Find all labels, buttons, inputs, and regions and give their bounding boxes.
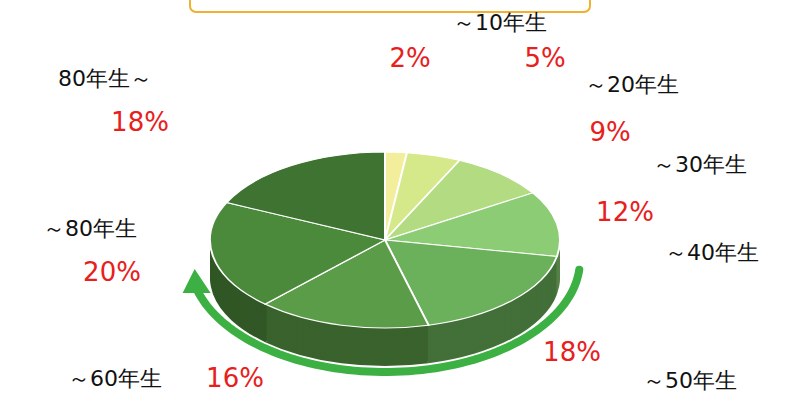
category-label: ～30年生 bbox=[653, 152, 747, 177]
value-label: 16% bbox=[206, 363, 264, 393]
value-label: 20% bbox=[83, 257, 141, 287]
arrow-head bbox=[183, 269, 211, 293]
category-label: 80年生～ bbox=[58, 66, 152, 91]
value-label: 9% bbox=[589, 117, 630, 147]
value-label: 5% bbox=[524, 43, 565, 73]
chart: ～10年生 2% ～20年生 5% ～30年生 9% ～40年生 12% ～50年生 18% ～60… bbox=[0, 0, 785, 405]
category-label: ～40年生 bbox=[665, 240, 759, 265]
labels: ～10年生 2% ～20年生 5% ～30年生 9% ～40年生 12% ～50年生 18% ～60… bbox=[43, 10, 759, 394]
slice bbox=[227, 152, 385, 240]
value-label: 12% bbox=[596, 197, 654, 227]
category-label: ～50年生 bbox=[643, 368, 737, 393]
category-label: ～60年生 bbox=[68, 366, 162, 391]
category-label: ～10年生 bbox=[453, 10, 547, 35]
value-label: 2% bbox=[389, 43, 430, 73]
category-label: ～80年生 bbox=[43, 216, 137, 241]
pie bbox=[210, 152, 560, 328]
value-label: 18% bbox=[543, 337, 601, 367]
category-label: ～20年生 bbox=[585, 72, 679, 97]
value-label: 18% bbox=[111, 107, 169, 137]
